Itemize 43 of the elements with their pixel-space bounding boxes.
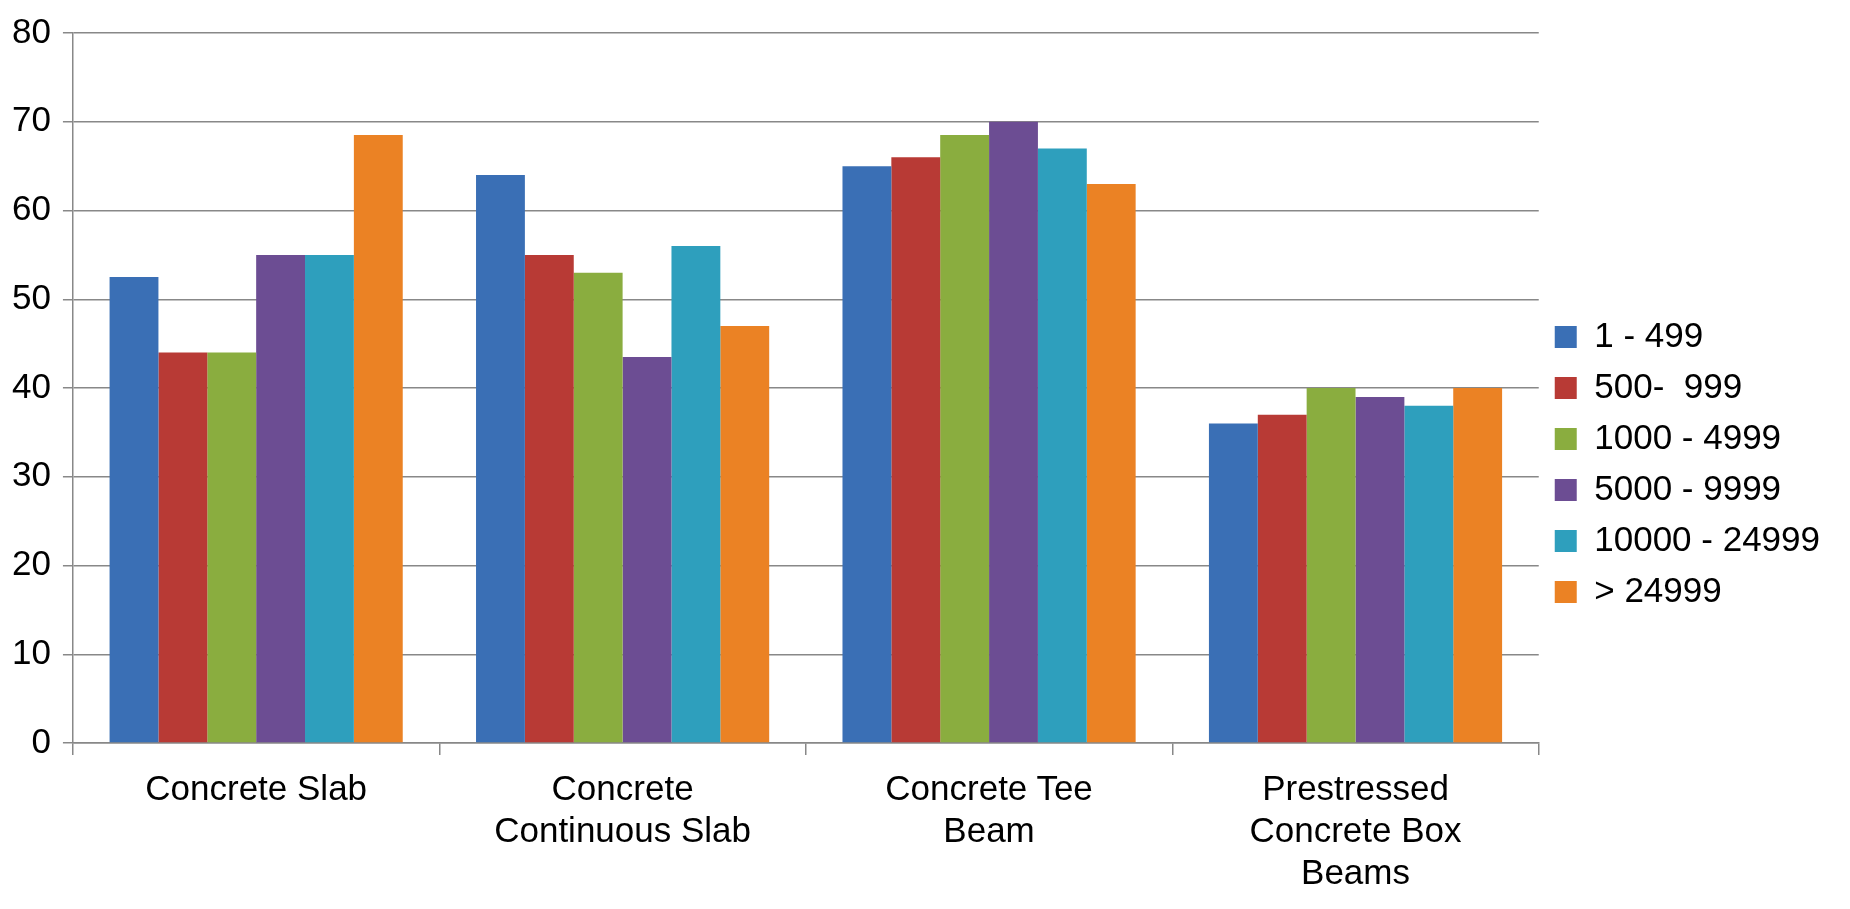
bar xyxy=(1208,423,1258,743)
bar xyxy=(671,246,721,743)
bar xyxy=(524,254,574,743)
legend-label: 10000 - 24999 xyxy=(1594,518,1821,558)
bar xyxy=(940,135,990,743)
y-tick-label: 70 xyxy=(11,99,51,139)
y-tick-label: 30 xyxy=(11,454,51,494)
y-tick-label: 80 xyxy=(11,10,51,50)
y-tick-label: 20 xyxy=(11,543,51,583)
bar xyxy=(1355,396,1405,743)
bar xyxy=(305,254,354,743)
x-tick-label: Concrete Slab xyxy=(145,767,368,807)
y-tick-label: 60 xyxy=(11,188,51,228)
bar xyxy=(720,325,770,743)
bar xyxy=(1306,388,1356,743)
bar xyxy=(1453,388,1503,743)
legend-label: 5000 - 9999 xyxy=(1594,467,1782,507)
bar xyxy=(158,352,208,743)
bar xyxy=(989,121,1038,743)
bar xyxy=(891,157,941,743)
legend-label: 500- 999 xyxy=(1594,365,1743,405)
bar xyxy=(573,272,623,743)
bar xyxy=(1404,405,1454,743)
legend-label: > 24999 xyxy=(1594,569,1722,609)
bar xyxy=(353,135,403,743)
x-tick-label: Concrete Tee Beam xyxy=(885,767,1093,849)
x-tick-label: Prestressed Concrete Box Beams xyxy=(1249,767,1463,891)
y-tick-label: 40 xyxy=(11,365,51,405)
bar xyxy=(1257,414,1307,743)
bar xyxy=(109,277,159,743)
x-tick-label: Concrete Continuous Slab xyxy=(494,767,752,849)
y-tick-label: 0 xyxy=(31,720,51,760)
bar xyxy=(1086,183,1136,743)
bar xyxy=(622,356,672,743)
bar xyxy=(1037,148,1087,743)
legend-label: 1 - 499 xyxy=(1594,314,1704,354)
legend-label: 1000 - 4999 xyxy=(1594,416,1782,456)
bar xyxy=(256,254,306,743)
bar xyxy=(476,175,525,743)
y-tick-label: 50 xyxy=(11,276,51,316)
bar xyxy=(207,352,257,743)
bar xyxy=(842,166,892,743)
y-tick-label: 10 xyxy=(11,631,51,671)
